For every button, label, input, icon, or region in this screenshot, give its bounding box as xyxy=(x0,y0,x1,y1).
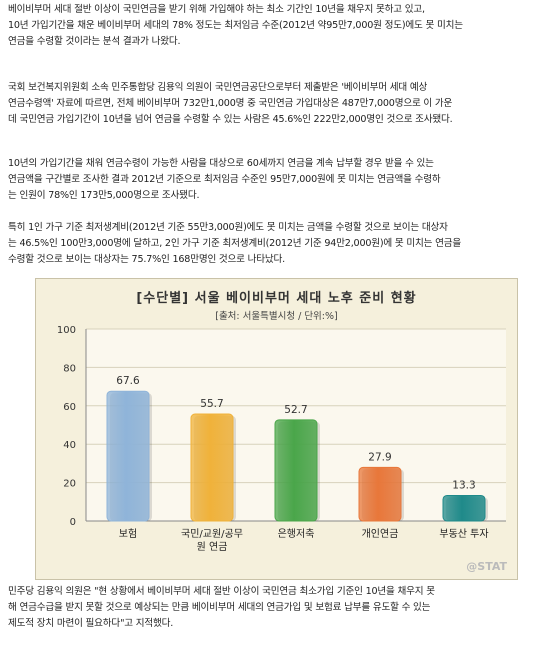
paragraph-amounts: 10년의 가입기간을 채워 연금수령이 가능한 사람을 대상으로 60세까지 연… xyxy=(8,158,441,201)
chart-source: [출처: 서울특별시청 / 단위:%] xyxy=(215,311,338,322)
y-tick-label: 20 xyxy=(63,479,76,490)
x-tick-label: 국민/교원/공무 xyxy=(181,528,243,540)
y-tick-label: 80 xyxy=(63,363,76,374)
paragraph-living-cost: 특히 1인 가구 기준 최저생계비(2012년 기준 55만3,000원)에도 … xyxy=(8,222,461,265)
bar xyxy=(358,466,402,522)
data-label: 13.3 xyxy=(452,479,475,491)
data-label: 52.7 xyxy=(284,404,307,416)
data-label: 27.9 xyxy=(368,451,391,463)
y-tick-label: 0 xyxy=(70,517,76,528)
x-tick-label: 부동산 투자 xyxy=(439,528,488,540)
paragraph-survey: 국회 보건복지위원회 소속 민주통합당 김용익 의원이 국민연금공단으로부터 제… xyxy=(8,82,453,125)
paragraph-quote: 민주당 김용익 의원은 "현 상황에서 베이비부머 세대 절반 이상이 국민연금… xyxy=(8,586,435,629)
data-label: 55.7 xyxy=(200,398,223,410)
y-tick-label: 100 xyxy=(57,325,76,336)
data-label: 67.6 xyxy=(116,375,140,387)
x-tick-label: 은행저축 xyxy=(278,528,315,540)
bar xyxy=(274,419,318,522)
chart-container: [수단별] 서울 베이비부머 세대 노후 준비 현황 [출처: 서울특별시청 /… xyxy=(35,278,518,580)
x-tick-label: 개인연금 xyxy=(362,528,399,540)
bar-chart: 0 20 40 60 80 100 67.6 보험 55.7 국민/교원/공무원 연금 52.7 은행… xyxy=(57,325,506,553)
x-tick-label: 원 연금 xyxy=(197,541,228,553)
bar xyxy=(442,494,486,522)
chart-title: [수단별] 서울 베이비부머 세대 노후 준비 현황 xyxy=(136,291,417,306)
y-tick-label: 40 xyxy=(63,440,76,451)
y-tick-label: 60 xyxy=(63,402,76,413)
watermark-logo: @STAT xyxy=(466,560,507,573)
bar xyxy=(106,390,150,522)
x-tick-label: 보험 xyxy=(119,528,137,540)
bar xyxy=(190,413,234,522)
paragraph-intro: 베이비부머 세대 절반 이상이 국민연금을 받기 위해 가입해야 하는 최소 기… xyxy=(8,4,463,47)
